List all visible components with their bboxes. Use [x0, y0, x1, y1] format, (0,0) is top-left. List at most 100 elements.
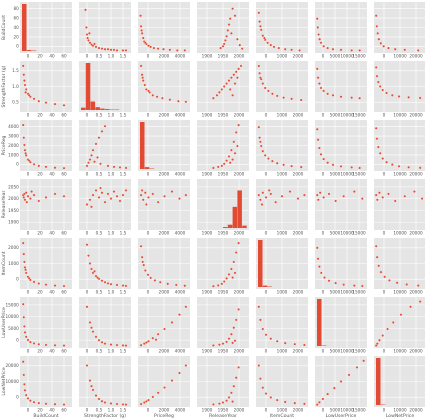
scatter-point — [91, 148, 95, 152]
x-tick-label: 2000 — [159, 172, 170, 177]
scatter-point — [293, 342, 297, 346]
scatter-point — [220, 88, 224, 91]
y-tick-label: 1900 — [8, 220, 19, 225]
x-tick-label: 2000 — [159, 54, 170, 59]
scatter-point — [258, 136, 261, 139]
scatter-point — [387, 46, 390, 50]
panel-grid — [374, 356, 425, 407]
y-tick-label: 0.5 — [12, 100, 19, 105]
scatter-point — [327, 279, 331, 283]
scatter-point — [339, 48, 343, 52]
scatter-point — [32, 400, 36, 404]
scatter-point — [149, 276, 152, 280]
scatter-point — [379, 42, 383, 45]
x-tick-label: 0 — [27, 349, 30, 354]
x-tick-label: 1.0 — [108, 172, 115, 177]
scatter-point — [94, 142, 98, 146]
scatter-point — [151, 395, 155, 399]
scatter-point — [318, 146, 321, 150]
scatter-point — [124, 403, 128, 406]
x-tick-label: 10000 — [393, 231, 407, 236]
x-tick-label: 0 — [27, 113, 30, 118]
x-tick-label: 0 — [383, 231, 386, 236]
panel-PriceReg-vs-ItemCount: 0 1000 2000 — [256, 120, 308, 177]
x-tick-label: 0 — [383, 172, 386, 177]
scatter-point — [22, 196, 26, 199]
scatter-point — [231, 7, 234, 11]
scatter-point — [142, 342, 146, 345]
x-tick-label: 1950 — [218, 231, 229, 236]
scatter-point — [88, 158, 92, 161]
x-tick-label: 0 — [383, 54, 386, 59]
scatter-point — [139, 14, 142, 18]
scatter-point — [288, 190, 292, 193]
scatter-point — [258, 20, 261, 23]
y-tick-label: 15000 — [5, 302, 19, 307]
scatter-point — [87, 39, 90, 42]
scatter-point — [141, 76, 144, 80]
scatter-point — [88, 262, 92, 265]
scatter-point — [140, 189, 144, 192]
scatter-point — [236, 144, 239, 148]
scatter-point — [103, 47, 107, 51]
x-tick-label: 0 — [27, 172, 30, 177]
x-tick-label: 20 — [37, 113, 43, 118]
histogram-bar — [105, 109, 110, 110]
scatter-point — [275, 94, 279, 98]
scatter-point — [220, 282, 224, 286]
x-tick-label: 20000 — [409, 113, 423, 118]
panel-LowUserPrice-vs-BuildCount: 0 20 40 60 0 5000 10000 15000 — [5, 297, 72, 354]
scatter-point — [21, 64, 25, 68]
scatter-point — [234, 251, 238, 254]
scatter-point — [32, 97, 36, 101]
x-tick-label: 0 — [86, 113, 89, 118]
scatter-point — [218, 343, 221, 347]
scatter-point — [85, 243, 89, 247]
scatter-point — [184, 193, 188, 197]
scatter-point — [212, 284, 215, 288]
panel-grid — [315, 2, 367, 53]
x-tick-label: 0.5 — [96, 113, 103, 118]
scatter-point — [222, 162, 226, 166]
x-tick-label: 15000 — [352, 408, 366, 413]
panel-grid — [315, 120, 367, 171]
x-tick-label: 10000 — [393, 113, 407, 118]
scatter-point — [21, 360, 25, 364]
scatter-point — [23, 148, 27, 152]
histogram-bar — [22, 4, 27, 51]
x-tick-label: 10000 — [393, 172, 407, 177]
scatter-point — [37, 99, 41, 103]
x-tick-label: 2000 — [293, 113, 304, 118]
scatter-point — [23, 79, 26, 82]
x-tick-label: 1000 — [277, 172, 288, 177]
scatter-point — [216, 284, 220, 287]
scatter-point — [32, 342, 36, 345]
scatter-point — [170, 379, 174, 382]
scatter-point — [97, 196, 101, 199]
y-tick-label: 2000 — [8, 196, 19, 201]
scatter-point — [303, 402, 306, 406]
scatter-point — [283, 400, 287, 404]
scatter-point — [259, 28, 263, 32]
scatter-point — [271, 159, 274, 163]
scatter-point — [267, 157, 270, 160]
scatter-point — [259, 318, 262, 322]
scatter-point — [37, 342, 41, 346]
scatter-point — [224, 39, 227, 42]
scatter-point — [238, 43, 242, 47]
x-tick-label: 15000 — [352, 349, 366, 354]
y-tick-label: 0 — [16, 338, 19, 343]
x-tick-label: 1.0 — [108, 349, 115, 354]
scatter-point — [121, 49, 125, 52]
scatter-point — [99, 162, 102, 166]
scatter-point — [259, 140, 262, 144]
x-tick-label: 0 — [27, 231, 30, 236]
panel-StrengthFactor-vs-LowNetPrice: 0 10000 20000 — [374, 61, 425, 118]
histogram-bar — [242, 225, 247, 228]
panel-LowNetPrice-vs-StrengthFactor: 0 0.5 1.0 1.5 — [79, 356, 131, 413]
scatter-point — [218, 402, 221, 406]
scatter-point — [263, 154, 267, 157]
scatter-point — [269, 337, 273, 341]
